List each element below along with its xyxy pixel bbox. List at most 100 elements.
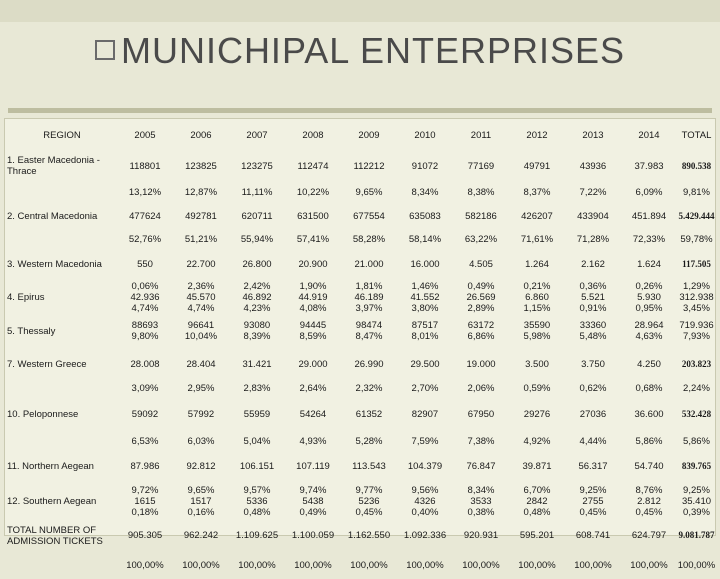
value-cell: 51,21% [184, 234, 218, 245]
value-cell: 58,28% [352, 234, 386, 245]
region-cell: TOTAL NUMBER OF ADMISSION TICKETS [7, 524, 103, 547]
value-cell: 10,22% [296, 187, 330, 198]
value-cell: 8,38% [467, 187, 495, 198]
value-cell: 20.900 [298, 259, 328, 270]
value-cell: 98474 8,47% [355, 320, 383, 342]
total-cell: 9,81% [683, 187, 710, 198]
value-cell: 2,83% [243, 383, 271, 394]
header-year: 2012 [526, 129, 548, 141]
value-cell: 56.317 [578, 461, 608, 472]
value-cell: 88693 9,80% [131, 320, 159, 342]
value-cell: 31.421 [242, 358, 272, 370]
checkbox-bullet-icon [94, 40, 115, 60]
value-cell: 123825 [185, 160, 217, 172]
header-row: REGION 2005 2006 2007 2008 2009 2010 201… [4, 122, 716, 148]
slide-title-text: MUNICHIPAL ENTERPRISES [120, 30, 626, 71]
value-cell: 57992 [187, 409, 215, 420]
header-total: TOTAL [681, 129, 712, 141]
table-row: 7. Western Greece 28.008 28.404 31.421 29.00… [4, 348, 716, 380]
value-cell: 9,25% 2755 0,45% [579, 485, 607, 518]
value-cell: 29276 [523, 409, 551, 420]
header-year: 2007 [246, 129, 268, 141]
value-cell: 5,04% [243, 435, 271, 447]
value-cell: 6,70% 2842 0,48% [523, 485, 551, 518]
value-cell: 29.500 [410, 358, 440, 370]
total-cell: 59,78% [680, 234, 713, 245]
value-cell: 100,00% [574, 559, 612, 571]
value-cell: 52,76% [128, 234, 162, 245]
region-cell [4, 184, 117, 201]
table-row: 11. Northern Aegean 87.986 92.812 106.151 10… [4, 450, 716, 483]
value-cell: 4.505 [469, 259, 493, 270]
value-cell: 8,34% 3533 0,38% [467, 485, 495, 518]
region-cell: 7. Western Greece [7, 358, 87, 370]
value-cell: 2,70% [411, 383, 439, 394]
value-cell: 0,26% 5.930 0,95% [635, 281, 663, 314]
value-cell: 100,00% [406, 559, 444, 571]
total-cell: 100,00% [677, 559, 716, 571]
table-row: 3. Western Macedonia 550 22.700 26.800 20.90… [4, 248, 716, 281]
value-cell: 63172 6,86% [467, 320, 495, 342]
value-cell: 2,06% [467, 383, 495, 394]
value-cell: 5,28% [355, 435, 383, 447]
value-cell: 55959 [243, 409, 271, 420]
value-cell: 1.162.550 [347, 530, 391, 541]
value-cell: 0,68% [635, 383, 663, 394]
value-cell: 36.600 [634, 409, 664, 420]
total-cell: 9,25% 35.410 0,39% [681, 485, 712, 518]
table-row: 4. Epirus 0,06% 42.936 4,74% 2,36% 45.570 4,74… [4, 281, 716, 314]
value-cell: 104.379 [407, 461, 443, 472]
value-cell: 1.624 [637, 259, 661, 270]
value-cell: 82907 [411, 409, 439, 420]
value-cell: 3.750 [581, 358, 605, 370]
value-cell: 3,09% [131, 383, 159, 394]
total-cell: 1,29% 312.938 3,45% [679, 281, 714, 314]
region-cell: 10. Peloponnese [7, 409, 79, 420]
value-cell: 106.151 [239, 461, 275, 472]
total-cell: 839.765 [681, 461, 712, 471]
value-cell: 6,53% [131, 435, 159, 447]
region-cell: 11. Northern Aegean [7, 461, 94, 472]
value-cell: 4,92% [523, 435, 551, 447]
value-cell: 67950 [467, 409, 495, 420]
value-cell: 28.964 4,63% [634, 320, 664, 342]
value-cell: 87517 8,01% [411, 320, 439, 342]
value-cell: 123275 [241, 160, 273, 172]
value-cell: 57,41% [296, 234, 330, 245]
value-cell: 33360 5,48% [579, 320, 607, 342]
value-cell: 595.201 [519, 530, 555, 541]
enterprises-table: REGION 2005 2006 2007 2008 2009 2010 201… [4, 122, 716, 579]
value-cell: 54.740 [634, 461, 664, 472]
total-cell: 5.429.444 [678, 210, 715, 221]
value-cell: 21.000 [354, 259, 384, 270]
value-cell: 477624 [129, 210, 161, 222]
value-cell: 9,74% 5438 0,49% [299, 485, 327, 518]
value-cell: 96641 10,04% [184, 320, 218, 342]
region-cell: 1. Easter Macedonia - Thrace [7, 155, 100, 177]
value-cell: 92.812 [186, 461, 216, 472]
value-cell: 8,37% [523, 187, 551, 198]
table-row: 6,53% 6,03% 5,04% 4,93% 5,28% 7,59% 7,38% 4,92%… [4, 432, 716, 450]
table-row: TOTAL NUMBER OF ADMISSION TICKETS 905.305… [4, 520, 716, 551]
value-cell: 1,46% 41.552 3,80% [410, 281, 440, 314]
value-cell: 100,00% [518, 559, 556, 571]
value-cell: 1.100.059 [291, 530, 335, 541]
table-row: 52,76% 51,21% 55,94% 57,41% 58,28% 58,14% 63,2… [4, 231, 716, 248]
value-cell: 54264 [299, 409, 327, 420]
value-cell: 2,36% 45.570 4,74% [186, 281, 216, 314]
value-cell: 4,44% [579, 435, 607, 447]
value-cell: 582186 [465, 210, 497, 222]
value-cell: 1,81% 46.189 3,97% [354, 281, 384, 314]
header-year: 2008 [302, 129, 324, 141]
value-cell: 492781 [185, 210, 217, 222]
value-cell: 107.119 [296, 461, 330, 472]
value-cell: 4,93% [299, 435, 327, 447]
region-cell: 4. Epirus [7, 292, 45, 303]
value-cell: 426207 [521, 210, 553, 222]
table-row: 2. Central Macedonia 477624 492781 620711 63… [4, 201, 716, 231]
value-cell: 0,06% 42.936 4,74% [130, 281, 160, 314]
value-cell: 26.800 [242, 259, 272, 270]
value-cell: 6,03% [187, 435, 215, 447]
region-cell: 2. Central Macedonia [7, 210, 98, 222]
value-cell: 39.871 [522, 461, 552, 472]
